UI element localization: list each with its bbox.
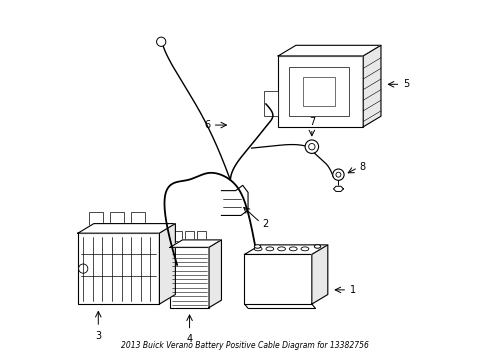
Polygon shape xyxy=(131,212,145,225)
Text: 1: 1 xyxy=(349,285,355,295)
Text: 5: 5 xyxy=(402,79,408,89)
Polygon shape xyxy=(333,186,343,192)
Text: 7: 7 xyxy=(308,117,314,127)
Polygon shape xyxy=(173,231,182,241)
Polygon shape xyxy=(278,56,363,127)
Circle shape xyxy=(156,37,165,46)
Polygon shape xyxy=(244,245,327,255)
Ellipse shape xyxy=(277,247,285,251)
Ellipse shape xyxy=(314,245,320,248)
Ellipse shape xyxy=(254,245,260,248)
Polygon shape xyxy=(110,212,124,225)
Text: 2013 Buick Verano Battery Positive Cable Diagram for 13382756: 2013 Buick Verano Battery Positive Cable… xyxy=(121,341,367,350)
Ellipse shape xyxy=(254,247,262,251)
Circle shape xyxy=(79,264,88,273)
Text: 4: 4 xyxy=(186,334,192,344)
Polygon shape xyxy=(78,224,175,233)
Text: 6: 6 xyxy=(204,120,210,130)
Text: 3: 3 xyxy=(95,330,101,341)
Polygon shape xyxy=(196,231,205,241)
Circle shape xyxy=(305,140,318,153)
Polygon shape xyxy=(278,45,380,56)
Ellipse shape xyxy=(265,247,273,251)
Polygon shape xyxy=(209,240,221,307)
Circle shape xyxy=(332,169,344,180)
Polygon shape xyxy=(159,224,175,304)
Polygon shape xyxy=(170,240,221,247)
Text: 2: 2 xyxy=(262,219,268,229)
Polygon shape xyxy=(78,233,159,304)
Polygon shape xyxy=(170,247,209,307)
Text: 8: 8 xyxy=(359,162,365,171)
Polygon shape xyxy=(264,91,278,116)
Ellipse shape xyxy=(301,247,308,251)
Polygon shape xyxy=(311,245,327,304)
Polygon shape xyxy=(88,212,102,225)
Ellipse shape xyxy=(289,247,297,251)
Polygon shape xyxy=(184,231,193,241)
Polygon shape xyxy=(363,45,380,127)
Polygon shape xyxy=(244,255,311,304)
